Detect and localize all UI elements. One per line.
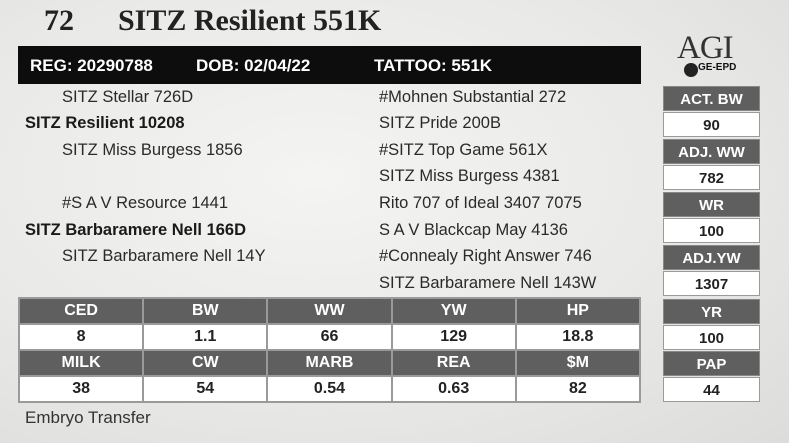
ggs-6: S A V Blackcap May 4136 (379, 221, 568, 239)
epd-value-bw: 1.1 (142, 323, 269, 351)
ggs-3: #SITZ Top Game 561X (379, 141, 548, 159)
yr-value: 100 (663, 325, 760, 350)
ge-epd-text: GE-EPD (698, 62, 737, 73)
epd-value-milk: 38 (17, 375, 145, 403)
epd-header-milk: MILK (17, 349, 145, 377)
epd-value-yw: 129 (390, 323, 517, 351)
epd-header-marb: MARB (266, 349, 393, 377)
pap-label: PAP (663, 351, 760, 376)
logo-dot-icon (684, 63, 698, 77)
ggs-8: SITZ Barbaramere Nell 143W (379, 274, 597, 292)
lot-number: 72 (44, 4, 74, 37)
epd-header-rea: REA (390, 349, 517, 377)
yr-label: YR (663, 299, 760, 324)
epd-header-cw: CW (142, 349, 269, 377)
adj-ww-label: ADJ. WW (663, 139, 760, 164)
wr-value: 100 (663, 218, 760, 243)
epd-value-rea: 0.63 (390, 375, 517, 403)
epd-value-row: 38 54 0.54 0.63 82 (17, 375, 642, 403)
epd-header-m: $M (514, 349, 642, 377)
ggs-7: #Connealy Right Answer 746 (379, 247, 592, 265)
sire: SITZ Resilient 10208 (25, 114, 185, 132)
ggs-2: SITZ Pride 200B (379, 114, 501, 132)
epd-header-ced: CED (17, 297, 145, 325)
sire-sire: SITZ Stellar 726D (62, 88, 194, 106)
epd-header-hp: HP (514, 297, 642, 325)
act-bw-label: ACT. BW (663, 86, 760, 111)
epd-value-row: 8 1.1 66 129 18.8 (17, 323, 642, 351)
epd-value-ced: 8 (17, 323, 145, 351)
registration-number: REG: 20290788 (30, 56, 153, 75)
wr-label: WR (663, 192, 760, 217)
dam-sire: #S A V Resource 1441 (62, 194, 229, 212)
epd-value-marb: 0.54 (266, 375, 393, 403)
epd-header-bw: BW (142, 297, 269, 325)
act-bw-value: 90 (663, 112, 760, 137)
ggs-4: SITZ Miss Burgess 4381 (379, 167, 560, 185)
pap-value: 44 (663, 377, 760, 402)
epd-header-row: CED BW WW YW HP (17, 297, 642, 325)
footer-note: Embryo Transfer (25, 408, 151, 427)
agi-logo: AGI GE-EPD (667, 30, 737, 80)
registration-bar: REG: 20290788 DOB: 02/04/22 TATTOO: 551K (18, 46, 641, 84)
adj-yw-value: 1307 (663, 271, 760, 296)
ggs-5: Rito 707 of Ideal 3407 7075 (379, 194, 582, 212)
sire-dam: SITZ Miss Burgess 1856 (62, 141, 243, 159)
dam: SITZ Barbaramere Nell 166D (25, 221, 247, 239)
epd-header-row: MILK CW MARB REA $M (17, 349, 642, 377)
epd-table: CED BW WW YW HP 8 1.1 66 129 18.8 MILK C… (17, 297, 642, 403)
epd-value-hp: 18.8 (514, 323, 642, 351)
adj-ww-value: 782 (663, 165, 760, 190)
ggs-1: #Mohnen Substantial 272 (379, 88, 567, 106)
dam-dam: SITZ Barbaramere Nell 14Y (62, 247, 266, 265)
epd-value-m: 82 (514, 375, 642, 403)
date-of-birth: DOB: 02/04/22 (196, 56, 311, 75)
epd-header-ww: WW (266, 297, 393, 325)
adj-yw-label: ADJ.YW (663, 245, 760, 270)
tattoo: TATTOO: 551K (374, 56, 493, 75)
agi-logo-text: AGI (677, 30, 734, 66)
epd-value-ww: 66 (266, 323, 393, 351)
epd-value-cw: 54 (142, 375, 269, 403)
animal-name: SITZ Resilient 551K (118, 4, 382, 37)
epd-header-yw: YW (390, 297, 517, 325)
